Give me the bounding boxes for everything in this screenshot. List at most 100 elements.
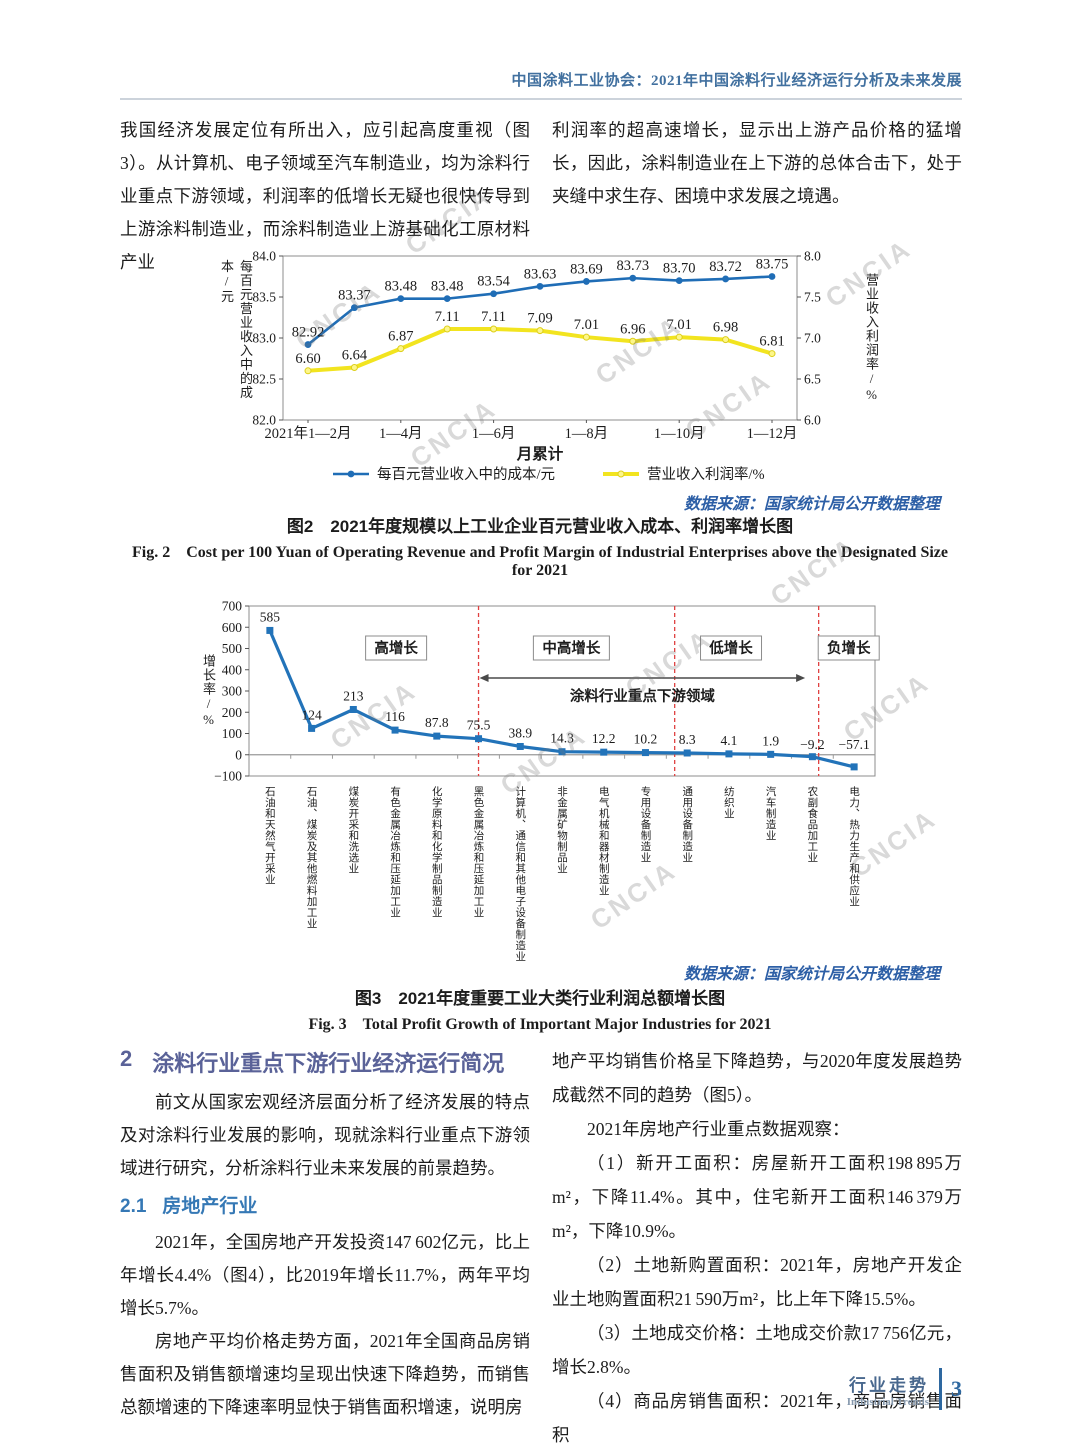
fig3-category-label: 农副食品加工业 — [806, 786, 818, 863]
figure3-chart: 700 600 500 400 300 200 100 0 −100 高增长 中高增长 低增长 负增长涂… — [195, 592, 885, 970]
svg-text:7.0: 7.0 — [804, 331, 821, 346]
page-header: 中国涂料工业协会：2021年中国涂料行业经济运行分析及未来发展 — [511, 73, 962, 89]
rightcol-item-3: （3）土地成交价格：土地成交价款17 756亿元，增长2.8%。 — [552, 1323, 962, 1377]
svg-text:100: 100 — [222, 726, 243, 741]
svg-text:700: 700 — [222, 599, 243, 614]
svg-text:83.69: 83.69 — [570, 261, 603, 277]
svg-text:6.60: 6.60 — [295, 351, 320, 367]
rightcol-item-4: （4）商品房销售面积：2021年，商品房销售面积 — [552, 1391, 962, 1445]
svg-text:500: 500 — [222, 641, 243, 656]
svg-text:涂料行业重点下游领域: 涂料行业重点下游领域 — [570, 687, 715, 705]
svg-text:14.3: 14.3 — [550, 731, 574, 746]
svg-text:83.75: 83.75 — [756, 257, 789, 273]
svg-text:83.48: 83.48 — [431, 279, 464, 295]
figure3-caption-zh: 图3 2021年度重要工业大类行业利润总额增长图 — [354, 989, 726, 1008]
svg-text:1—12月: 1—12月 — [747, 426, 798, 442]
svg-text:300: 300 — [222, 684, 243, 699]
svg-text:4.1: 4.1 — [720, 733, 737, 748]
svg-text:82.5: 82.5 — [252, 372, 276, 387]
fig3-category-label: 有色金属冶炼和压延加工业 — [389, 786, 401, 918]
header-rule — [120, 98, 962, 100]
figure2-caption-zh: 图2 2021年度规模以上工业企业百元营业收入成本、利润率增长图 — [286, 517, 794, 536]
fig2-svg: 84.0 83.5 83.0 82.5 82.0 8.0 7.5 7.0 6.5 6.0 2021年… — [252, 249, 821, 484]
fig3-category-label: 煤炭开采和洗选业 — [347, 786, 359, 874]
fig3-category-label: 专用设备制造业 — [639, 786, 651, 863]
svg-text:7.11: 7.11 — [435, 309, 460, 325]
paragraph-top-left: 我国经济发展定位有所出入，应引起高度重视（图3）。从计算机、电子领域至汽车制造业… — [120, 120, 530, 272]
svg-text:6.5: 6.5 — [804, 372, 821, 387]
fig3-category-label: 石油、煤炭及其他燃料加工业 — [305, 786, 317, 929]
svg-text:6.87: 6.87 — [388, 329, 413, 345]
svg-text:8.0: 8.0 — [804, 249, 821, 264]
footer-zh-label: 行业走势 — [849, 1375, 929, 1395]
subsection-2-1-title: 房地产行业 — [162, 1196, 258, 1217]
svg-text:400: 400 — [222, 662, 243, 677]
subsection-2-1-heading: 2.1 房地产行业 — [120, 1190, 530, 1223]
fig2-legend: 每百元营业收入中的成本/元 营业收入利润率/% — [333, 466, 765, 483]
svg-text:营业收入利润率/%: 营业收入利润率/% — [647, 466, 765, 483]
svg-text:−57.1: −57.1 — [839, 737, 870, 752]
svg-text:82.0: 82.0 — [252, 413, 276, 428]
svg-text:83.70: 83.70 — [663, 261, 696, 277]
fig3-svg: 700 600 500 400 300 200 100 0 −100 高增长 中高增长 低增长 负增长涂… — [214, 599, 880, 784]
fig3-category-label: 石油和天然气开采业 — [263, 786, 275, 885]
figure3-caption-en: Fig. 3 Total Profit Growth of Important … — [308, 1016, 772, 1033]
rightcol-continuation: 地产平均销售价格呈下降趋势，与2020年度发展趋势成截然不同的趋势（图5）。 — [552, 1051, 962, 1105]
left-bottom-column: 前文从国家宏观经济层面分析了经济发展的特点及对涂料行业发展的影响，现就涂料行业重… — [120, 1086, 530, 1424]
realestate-para-2: 房地产平均价格走势方面，2021年全国商品房销售面积及销售额增速均呈现出快速下降… — [120, 1331, 530, 1417]
svg-text:83.73: 83.73 — [616, 258, 649, 274]
svg-text:87.8: 87.8 — [425, 715, 449, 730]
svg-text:每百元营业收入中的成本/元: 每百元营业收入中的成本/元 — [377, 466, 555, 483]
figure2-chart: 84.0 83.5 83.0 82.5 82.0 8.0 7.5 7.0 6.5 6.0 2021年… — [213, 240, 883, 495]
footer-divider — [939, 1368, 942, 1410]
svg-text:1—4月: 1—4月 — [379, 426, 423, 442]
fig3-category-label: 纺织业 — [722, 786, 734, 819]
section2-number: 2 — [120, 1046, 133, 1071]
svg-text:83.37: 83.37 — [338, 288, 371, 304]
svg-text:1—6月: 1—6月 — [472, 426, 515, 442]
svg-text:6.0: 6.0 — [804, 413, 821, 428]
svg-text:200: 200 — [222, 705, 243, 720]
svg-text:38.9: 38.9 — [508, 725, 532, 740]
fig2-axis-title: 营业收入利润率/% — [864, 273, 879, 403]
svg-text:83.54: 83.54 — [477, 274, 510, 290]
svg-text:8.3: 8.3 — [679, 732, 696, 747]
svg-text:83.72: 83.72 — [709, 259, 742, 275]
svg-text:84.0: 84.0 — [252, 249, 276, 264]
svg-text:600: 600 — [222, 620, 243, 635]
realestate-para-1: 2021年，全国房地产开发投资147 602亿元，比上年增长4.4%（图4），比… — [120, 1232, 530, 1318]
svg-text:6.81: 6.81 — [759, 334, 784, 350]
svg-text:−9.2: −9.2 — [800, 737, 825, 752]
rightcol-lead: 2021年房地产行业重点数据观察： — [587, 1119, 850, 1139]
fig3-category-label: 化学原料和化学制品制造业 — [430, 786, 442, 918]
footer-labels: 行业走势 Industrial Trends — [847, 1371, 929, 1408]
svg-text:负增长: 负增长 — [827, 639, 871, 657]
svg-text:2021年1—2月: 2021年1—2月 — [265, 425, 352, 442]
svg-text:7.11: 7.11 — [481, 309, 506, 325]
fig3-category-label: 汽车制造业 — [764, 786, 776, 841]
svg-text:1—8月: 1—8月 — [565, 426, 609, 442]
footer-en-label: Industrial Trends — [846, 1395, 929, 1408]
fig3-axis-title: 增长率/% — [201, 654, 216, 728]
svg-text:82.92: 82.92 — [292, 325, 325, 341]
figure3-source: 数据来源：国家统计局公开数据整理 — [683, 966, 940, 983]
svg-text:83.0: 83.0 — [252, 331, 276, 346]
svg-text:83.48: 83.48 — [384, 279, 417, 295]
paragraph-top-right: 利润率的超高速增长，显示出上游产品价格的猛增长，因此，涂料制造业在上下游的总体合… — [552, 120, 962, 206]
figure2-caption-en-line1: Fig. 2 Cost per 100 Yuan of Operating Re… — [132, 544, 948, 561]
svg-text:75.5: 75.5 — [467, 718, 491, 733]
svg-text:12.2: 12.2 — [592, 731, 616, 746]
figure2-caption-en-line2: for 2021 — [511, 562, 569, 579]
fig3-category-label: 非金属矿物制品业 — [556, 786, 567, 874]
svg-text:0: 0 — [235, 747, 242, 762]
svg-text:10.2: 10.2 — [634, 732, 658, 747]
svg-text:83.5: 83.5 — [252, 290, 276, 305]
svg-text:83.63: 83.63 — [524, 266, 557, 282]
section2-title: 涂料行业重点下游行业经济运行简况 — [152, 1051, 505, 1076]
right-bottom-column: 地产平均销售价格呈下降趋势，与2020年度发展趋势成截然不同的趋势（图5）。 2… — [552, 1044, 962, 1452]
svg-text:7.01: 7.01 — [574, 317, 599, 333]
rightcol-item-1: （1）新开工面积：房屋新开工面积198 895万m²，下降11.4%。其中，住宅… — [552, 1153, 962, 1241]
svg-text:585: 585 — [260, 609, 281, 624]
fig3-category-label: 计算机、通信和其他电子设备制造业 — [514, 786, 526, 962]
